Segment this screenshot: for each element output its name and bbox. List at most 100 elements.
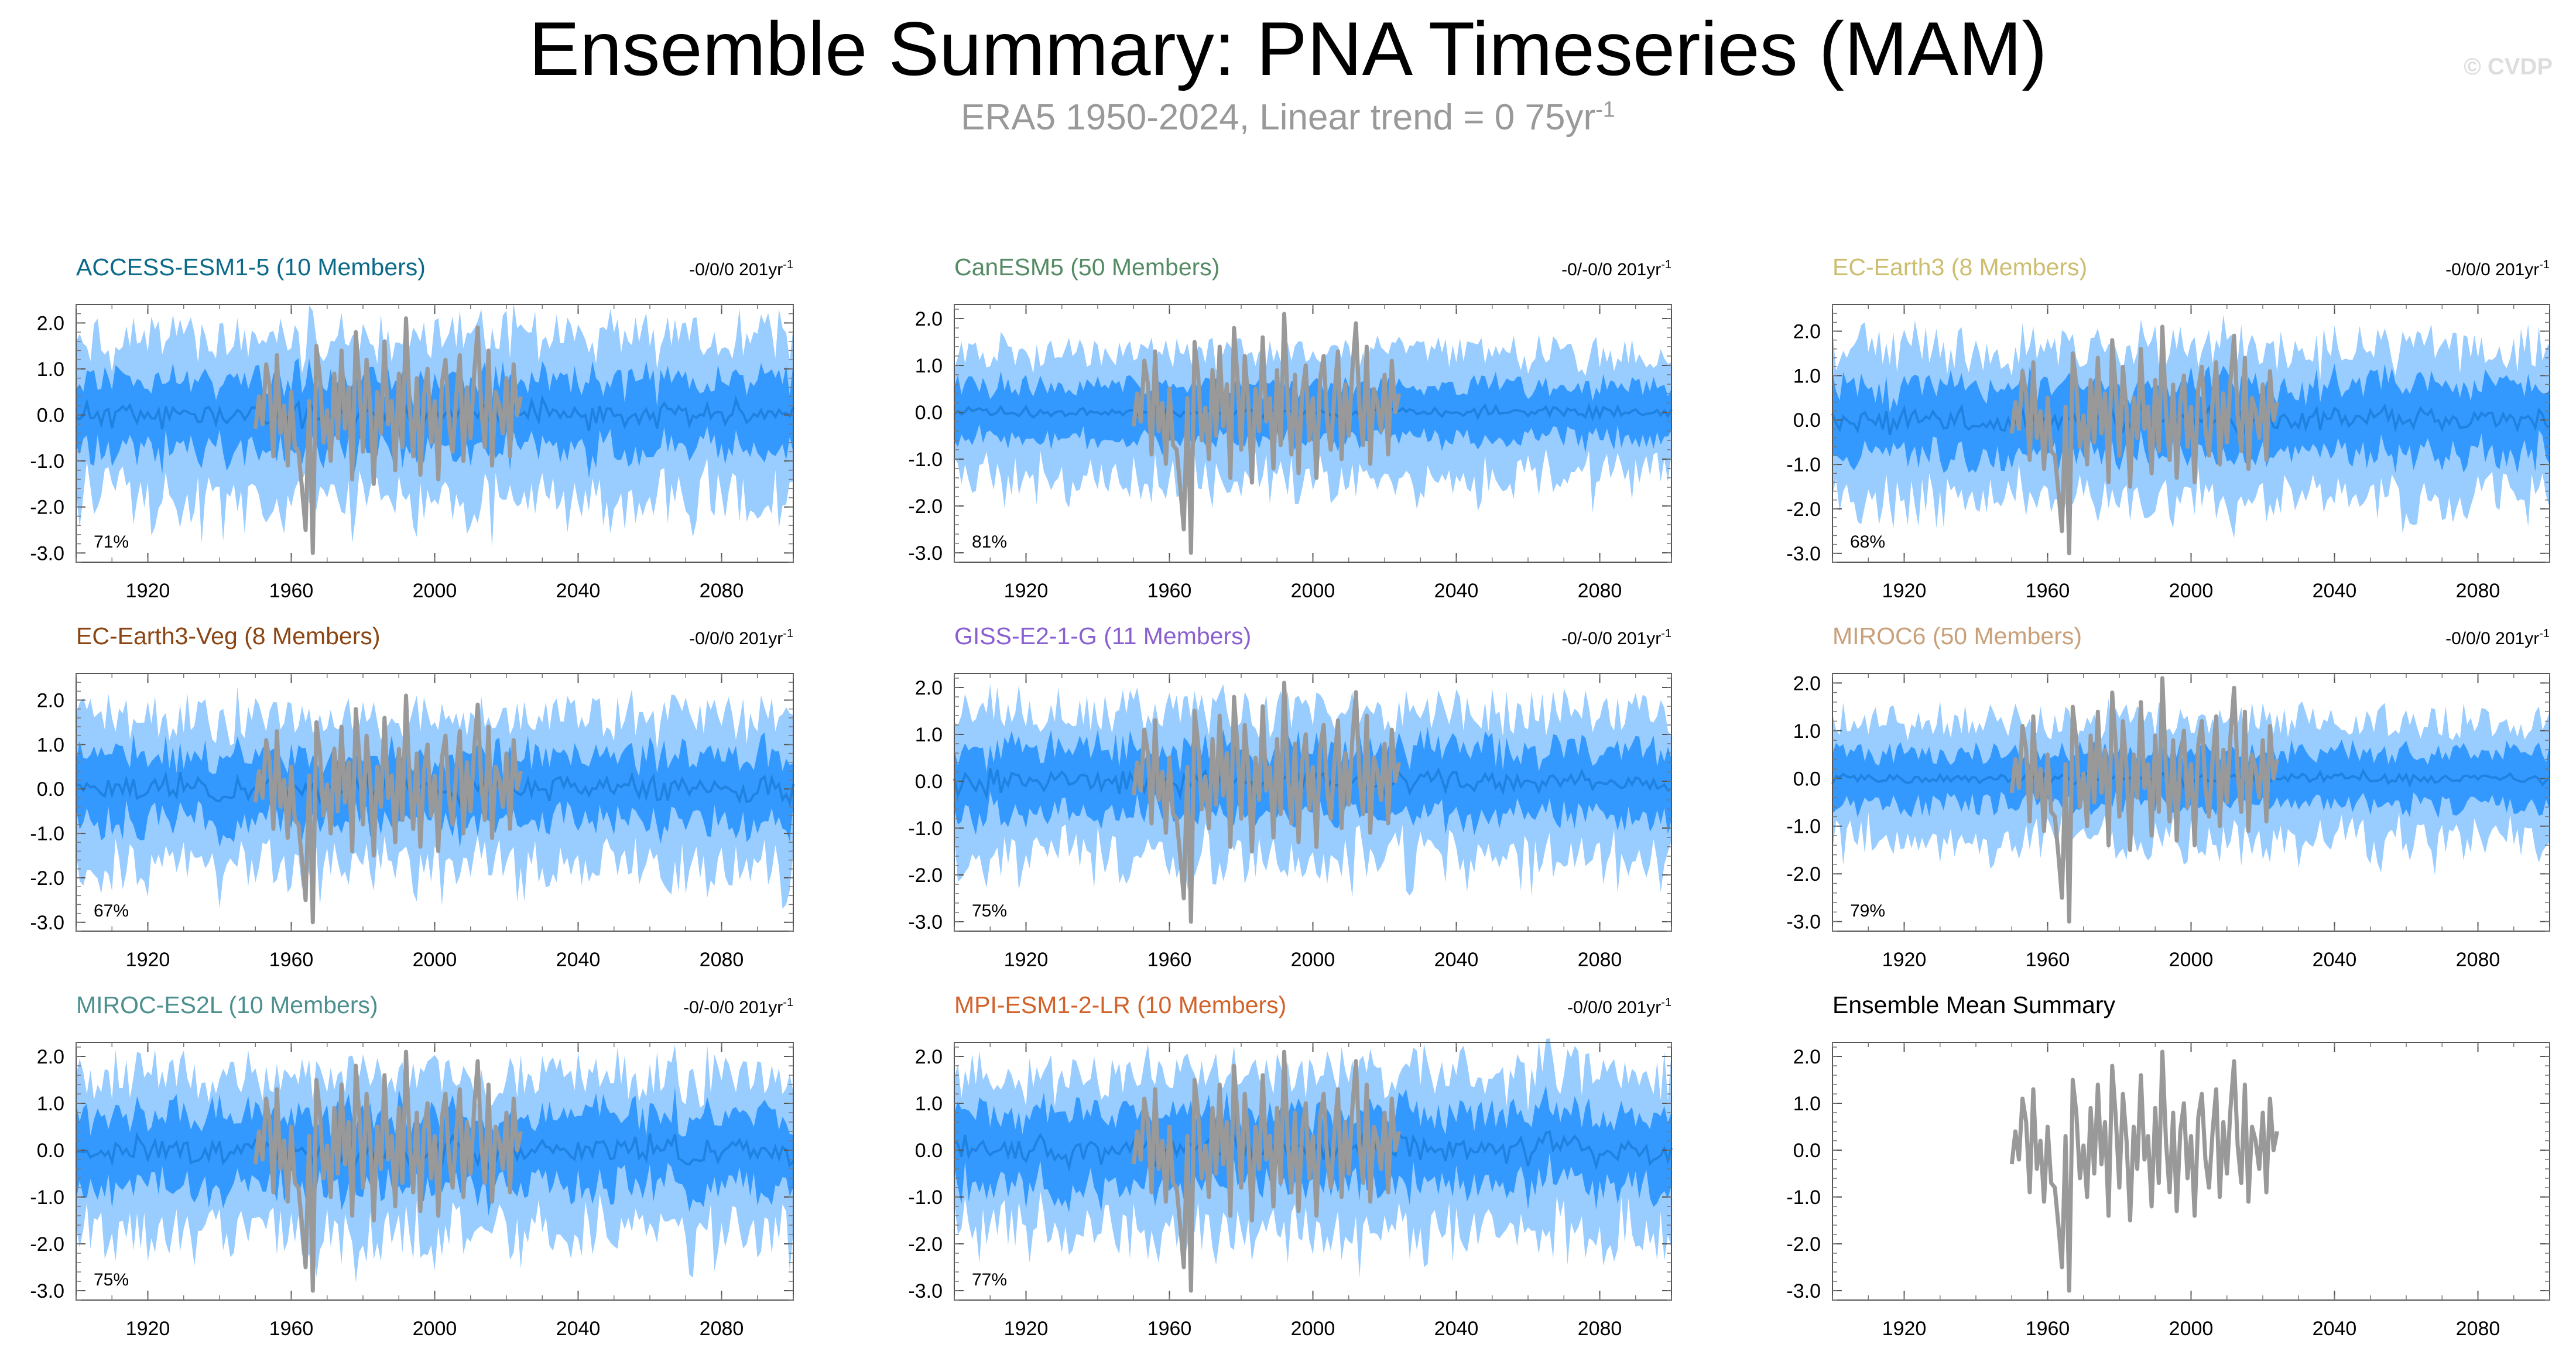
- trend-text: -0/0/0 201yr: [689, 629, 783, 648]
- page-title: Ensemble Summary: PNA Timeseries (MAM): [529, 6, 2047, 91]
- chart-panel-7: MIROC-ES2L (10 Members) -0/-0/0 201yr-1 2.…: [30, 991, 794, 1340]
- panel-title: MIROC6 (50 Members): [1832, 623, 2082, 649]
- panel-title: EC-Earth3 (8 Members): [1832, 254, 2087, 281]
- y-tick-label: -3.0: [30, 912, 64, 934]
- x-tick-label: 1920: [1882, 949, 1927, 971]
- y-tick-label: 1.0: [37, 1093, 64, 1115]
- x-tick-label: 2040: [2313, 580, 2357, 602]
- x-tick-label: 2000: [1291, 1318, 1335, 1340]
- y-tick-label: -3.0: [30, 1280, 64, 1302]
- y-tick-label: -1.0: [30, 1186, 64, 1209]
- panel-percent-label: 79%: [1850, 901, 1885, 921]
- trend-text: -0/0/0 201yr: [1567, 998, 1661, 1017]
- panel-trend-label: -0/0/0 201yr-1: [2445, 627, 2550, 648]
- y-tick-label: -2.0: [1786, 863, 1821, 885]
- chart-panel-4: EC-Earth3-Veg (8 Members) -0/0/0 201yr-1 2…: [30, 623, 794, 971]
- trend-superscript: -1: [783, 627, 793, 640]
- x-tick-label: 1920: [1004, 1318, 1049, 1340]
- y-tick-label: 0.0: [1793, 409, 1821, 432]
- x-tick-label: 1960: [269, 949, 314, 971]
- y-tick-label: 2.0: [37, 1046, 64, 1068]
- x-tick-label: 2040: [1434, 949, 1479, 971]
- chart-panel-8: MPI-ESM1-2-LR (10 Members) -0/0/0 201yr-1…: [908, 991, 1673, 1340]
- x-tick-label: 2040: [2313, 949, 2357, 971]
- y-tick-label: 1.0: [915, 724, 943, 746]
- y-tick-label: -1.0: [908, 818, 943, 840]
- y-tick-label: -1.0: [1786, 454, 1821, 476]
- subtitle-superscript: -1: [1595, 97, 1615, 122]
- x-tick-label: 2000: [1291, 580, 1335, 602]
- x-tick-label: 2040: [2313, 1318, 2357, 1340]
- x-tick-label: 1960: [1147, 1318, 1192, 1340]
- trend-text: -0/0/0 201yr: [2445, 629, 2539, 648]
- trend-superscript: -1: [1661, 627, 1671, 640]
- panel-percent-label: 75%: [94, 1270, 129, 1290]
- x-tick-label: 1960: [1147, 949, 1192, 971]
- x-tick-label: 1920: [1004, 949, 1049, 971]
- x-tick-label: 2000: [2169, 1318, 2214, 1340]
- y-tick-label: 0.0: [1793, 1140, 1821, 1162]
- y-tick-label: -3.0: [1786, 543, 1821, 565]
- y-tick-label: -3.0: [908, 911, 943, 933]
- y-tick-label: -1.0: [30, 823, 64, 845]
- x-tick-label: 2080: [1578, 580, 1622, 602]
- x-tick-label: 2080: [1578, 1318, 1622, 1340]
- panel-trend-label: -0/0/0 201yr-1: [689, 258, 793, 279]
- x-tick-label: 1960: [2026, 1318, 2070, 1340]
- trend-superscript: -1: [1661, 996, 1671, 1009]
- observed-line: [1131, 680, 1401, 924]
- observed-line: [253, 693, 523, 925]
- y-tick-label: 2.0: [915, 308, 943, 330]
- x-tick-label: 1920: [126, 1318, 170, 1340]
- y-tick-label: 2.0: [37, 312, 64, 334]
- panel-percent-label: 77%: [972, 1270, 1007, 1290]
- x-tick-label: 2080: [700, 1318, 744, 1340]
- x-tick-label: 2040: [1434, 1318, 1479, 1340]
- y-tick-label: -2.0: [1786, 1233, 1821, 1256]
- panel-trend-label: -0/0/0 201yr-1: [1567, 996, 1671, 1017]
- y-tick-label: 0.0: [915, 771, 943, 793]
- y-tick-label: -2.0: [908, 495, 943, 518]
- trend-superscript: -1: [2539, 258, 2550, 271]
- trend-superscript: -1: [783, 996, 793, 1009]
- y-tick-label: -3.0: [30, 542, 64, 565]
- panel-percent-label: 67%: [94, 901, 129, 921]
- y-tick-label: 0.0: [915, 402, 943, 424]
- y-tick-label: 0.0: [37, 778, 64, 801]
- chart-panel-9: Ensemble Mean Summary 2.0 1.0 0.0 -1.0 -2.0 -3…: [1786, 991, 2550, 1340]
- x-tick-label: 1920: [126, 949, 170, 971]
- x-tick-label: 1920: [1882, 1318, 1927, 1340]
- page-subtitle: ERA5 1950-2024, Linear trend = 0 75yr-1: [0, 97, 2576, 138]
- panel-trend-label: -0/-0/0 201yr-1: [1561, 627, 1671, 648]
- y-tick-label: -3.0: [1786, 911, 1821, 933]
- y-tick-label: 2.0: [915, 677, 943, 699]
- observed-line: [253, 1049, 523, 1293]
- subtitle-text: ERA5 1950-2024, Linear trend = 0 75yr: [961, 97, 1596, 138]
- panel-title: CanESM5 (50 Members): [954, 254, 1220, 281]
- y-tick-label: 0.0: [37, 405, 64, 427]
- panel-percent-label: 81%: [972, 532, 1007, 552]
- panel-trend-label: -0/0/0 201yr-1: [2445, 258, 2550, 279]
- y-tick-label: 1.0: [37, 734, 64, 756]
- x-tick-label: 1960: [269, 1318, 314, 1340]
- panel-title: MIROC-ES2L (10 Members): [76, 991, 378, 1018]
- y-tick-label: -1.0: [1786, 1186, 1821, 1209]
- x-tick-label: 2040: [556, 1318, 601, 1340]
- trend-superscript: -1: [1661, 258, 1671, 271]
- x-tick-label: 1960: [1147, 580, 1192, 602]
- panel-title: Ensemble Mean Summary: [1832, 991, 2116, 1018]
- y-tick-label: -2.0: [908, 1233, 943, 1256]
- trend-superscript: -1: [783, 258, 793, 271]
- y-tick-label: 2.0: [1793, 321, 1821, 343]
- y-tick-label: 0.0: [37, 1140, 64, 1162]
- observed-line: [253, 316, 523, 555]
- x-tick-label: 1960: [2026, 949, 2070, 971]
- observed-line: [1131, 1049, 1401, 1293]
- x-tick-label: 2080: [700, 949, 744, 971]
- trend-text: -0/-0/0 201yr: [683, 998, 783, 1017]
- chart-panel-6: MIROC6 (50 Members) -0/0/0 201yr-1 2.0 1.0 0…: [1786, 623, 2551, 971]
- x-tick-label: 2040: [556, 949, 601, 971]
- y-tick-label: -3.0: [1786, 1280, 1821, 1302]
- panel-percent-label: 68%: [1850, 532, 1885, 552]
